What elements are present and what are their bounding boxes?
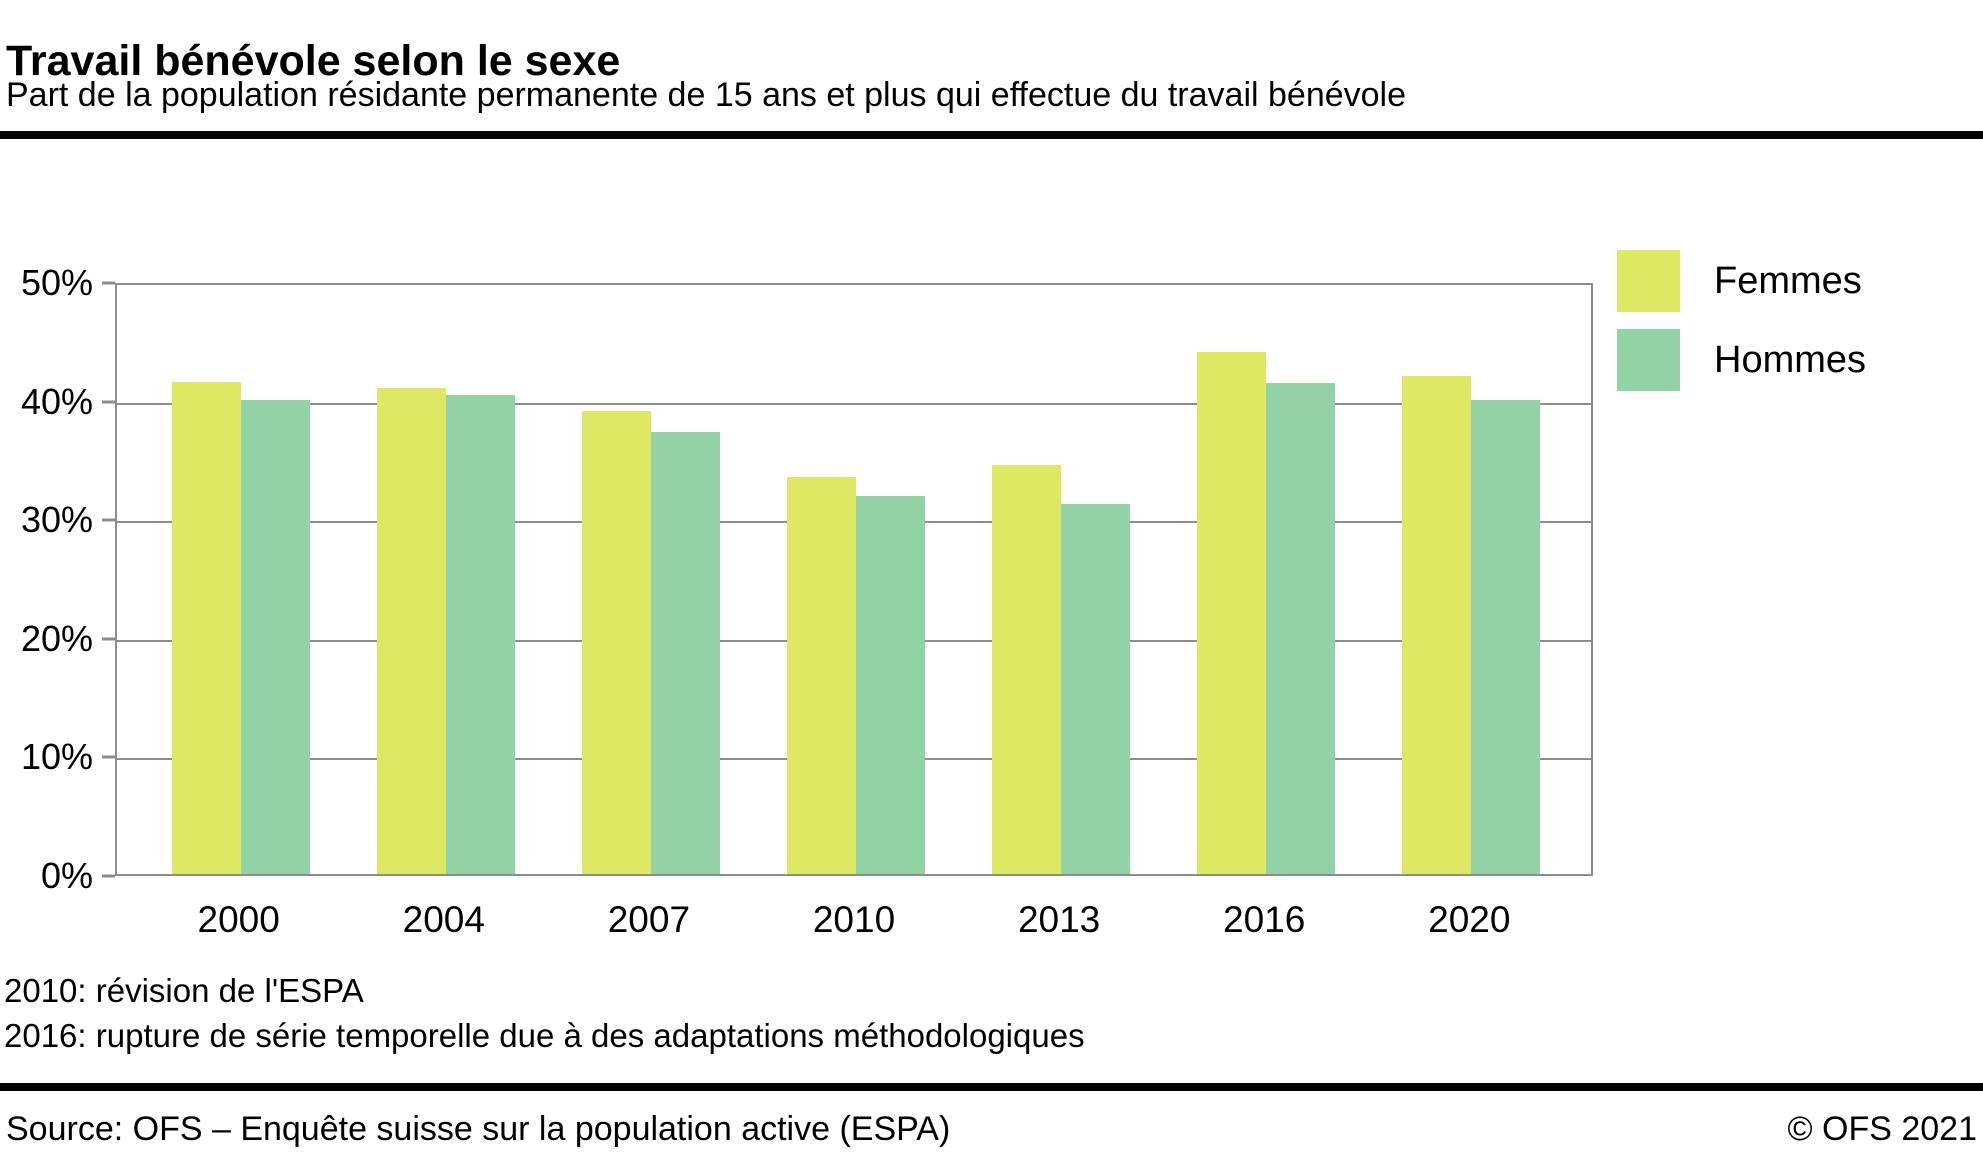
- y-tick-label-40: 40%: [20, 380, 93, 422]
- x-tick-label-2007: 2007: [607, 899, 691, 940]
- y-tick-40: [102, 400, 115, 404]
- legend-label-hommes: Hommes: [1714, 339, 1867, 381]
- gridline-40: [117, 402, 1591, 405]
- y-tick-30: [102, 518, 115, 522]
- bar-hommes-2010: [856, 495, 925, 874]
- x-tick-label-2016: 2016: [1223, 899, 1306, 940]
- bar-hommes-2007: [650, 431, 720, 874]
- copyright-label: © OFS 2021: [1787, 1110, 1977, 1148]
- bar-hommes-2000: [240, 399, 310, 874]
- x-tick-label-2004: 2004: [402, 899, 485, 940]
- top-divider: [0, 131, 1983, 139]
- x-tick-label-2020: 2020: [1428, 899, 1511, 940]
- bar-femmes-2016: [1197, 352, 1267, 874]
- plot-area: [115, 283, 1593, 876]
- y-tick-0: [102, 874, 115, 878]
- x-tick-label-2000: 2000: [197, 899, 280, 940]
- legend-item-hommes: Hommes: [1617, 329, 1866, 391]
- legend-item-femmes: Femmes: [1617, 250, 1866, 312]
- x-tick-label-2013: 2013: [1017, 899, 1101, 940]
- x-tick-label-2010: 2010: [812, 899, 896, 940]
- bar-hommes-2004: [445, 394, 515, 874]
- bar-hommes-2013: [1061, 503, 1131, 874]
- legend-swatch-femmes: [1617, 250, 1680, 312]
- bottom-divider: [0, 1083, 1983, 1091]
- page-title: Travail bénévole selon le sexe: [6, 36, 621, 85]
- bar-femmes-2010: [787, 476, 856, 874]
- y-tick-10: [102, 755, 115, 759]
- y-tick-50: [102, 281, 115, 285]
- page-subtitle: Part de la population résidante permanen…: [6, 76, 1407, 114]
- footnotes: 2010: révision de l'ESPA 2016: rupture d…: [4, 968, 1085, 1058]
- bar-femmes-2007: [581, 411, 651, 874]
- footer: Source: OFS – Enquête suisse sur la popu…: [6, 1108, 1977, 1150]
- y-tick-label-10: 10%: [20, 736, 93, 778]
- bar-hommes-2020: [1471, 399, 1541, 874]
- source-label: Source: OFS – Enquête suisse sur la popu…: [6, 1110, 951, 1148]
- y-tick-label-20: 20%: [20, 617, 93, 659]
- y-tick-label-50: 50%: [20, 262, 93, 303]
- legend-label-femmes: Femmes: [1714, 260, 1862, 302]
- chart-legend: Femmes Hommes: [1617, 250, 1866, 408]
- y-tick-label-0: 0%: [40, 855, 93, 896]
- y-tick-20: [102, 637, 115, 641]
- footnote-2016: 2016: rupture de série temporelle due à …: [4, 1017, 1085, 1054]
- bar-femmes-2004: [376, 387, 446, 874]
- bar-femmes-2013: [992, 464, 1062, 874]
- bar-femmes-2020: [1402, 375, 1472, 874]
- legend-swatch-hommes: [1617, 329, 1680, 391]
- bar-hommes-2016: [1266, 383, 1336, 874]
- bar-femmes-2000: [171, 381, 241, 874]
- y-tick-label-30: 30%: [20, 499, 93, 541]
- footnote-2010: 2010: révision de l'ESPA: [4, 972, 364, 1009]
